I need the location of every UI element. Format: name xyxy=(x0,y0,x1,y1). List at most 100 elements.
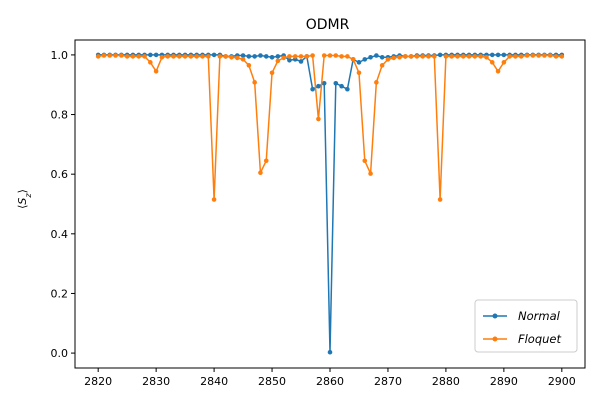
data-point-floquet xyxy=(432,54,437,59)
data-point-floquet xyxy=(449,54,455,59)
data-point-floquet xyxy=(501,60,507,65)
y-tick-label: 0.0 xyxy=(51,347,69,360)
data-point-floquet xyxy=(136,54,142,59)
chart-title: ODMR xyxy=(306,17,350,33)
data-point-normal xyxy=(437,52,443,58)
data-point-floquet xyxy=(292,54,298,59)
data-point-floquet xyxy=(159,54,165,60)
data-point-floquet xyxy=(507,54,512,59)
data-point-floquet xyxy=(466,54,472,59)
data-point-floquet xyxy=(397,54,402,60)
data-point-floquet xyxy=(298,54,304,59)
y-tick-label: 0.8 xyxy=(51,109,69,122)
data-point-floquet xyxy=(461,54,466,59)
data-point-normal xyxy=(269,54,275,60)
data-point-floquet xyxy=(95,54,101,59)
x-tick-label: 2880 xyxy=(432,375,460,388)
x-tick-label: 2820 xyxy=(84,375,112,388)
data-point-floquet xyxy=(530,53,536,58)
data-point-floquet xyxy=(188,54,194,59)
data-point-floquet xyxy=(547,53,553,58)
data-point-floquet xyxy=(304,54,310,59)
data-point-floquet xyxy=(182,54,188,59)
data-point-floquet xyxy=(489,60,495,65)
data-point-normal xyxy=(333,80,339,86)
x-tick-label: 2860 xyxy=(316,375,344,388)
data-point-floquet xyxy=(200,54,205,59)
legend-label-normal: Normal xyxy=(518,309,561,323)
data-point-floquet xyxy=(518,54,524,59)
data-point-floquet xyxy=(211,197,217,202)
data-point-normal xyxy=(345,86,350,92)
data-point-normal xyxy=(495,52,501,58)
data-point-floquet xyxy=(316,116,321,122)
data-point-normal xyxy=(287,57,292,63)
data-point-floquet xyxy=(391,55,397,61)
data-point-normal xyxy=(321,80,327,86)
data-point-normal xyxy=(339,83,344,89)
legend-marker-normal xyxy=(492,313,498,319)
data-point-normal xyxy=(356,60,362,65)
data-point-normal xyxy=(489,52,495,58)
data-point-floquet xyxy=(269,70,275,76)
axes-layer: 2820 2830 2840 2850 2860 2870 2880 2890 2900 0.0 0… xyxy=(51,49,576,388)
data-point-floquet xyxy=(472,54,478,59)
data-point-floquet xyxy=(217,54,223,59)
data-point-normal xyxy=(316,83,321,89)
data-point-floquet xyxy=(142,54,147,59)
data-point-floquet xyxy=(385,57,391,62)
data-point-floquet xyxy=(379,63,385,68)
y-tick-label: 0.4 xyxy=(51,228,69,241)
legend: Normal Floquet xyxy=(474,299,578,353)
data-point-floquet xyxy=(368,171,373,176)
data-point-floquet xyxy=(437,197,443,202)
data-point-floquet xyxy=(495,69,501,74)
data-point-floquet xyxy=(177,54,182,59)
data-point-floquet xyxy=(403,54,408,59)
data-point-floquet xyxy=(252,80,257,85)
data-point-normal xyxy=(258,53,263,58)
data-point-floquet xyxy=(101,53,107,58)
data-point-floquet xyxy=(327,53,333,58)
data-point-floquet xyxy=(420,54,426,59)
data-point-normal xyxy=(246,54,252,59)
data-point-floquet xyxy=(339,54,344,59)
data-point-normal xyxy=(153,52,159,58)
data-point-floquet xyxy=(356,70,362,76)
data-point-floquet xyxy=(443,54,449,59)
data-point-floquet xyxy=(321,53,327,58)
data-point-floquet xyxy=(275,58,281,64)
data-point-normal xyxy=(327,349,333,355)
data-point-floquet xyxy=(559,54,565,59)
data-point-floquet xyxy=(148,60,153,65)
data-point-floquet xyxy=(223,54,228,59)
x-tick-label: 2840 xyxy=(200,375,228,388)
data-point-floquet xyxy=(171,54,176,59)
legend-label-floquet: Floquet xyxy=(518,332,562,346)
data-point-floquet xyxy=(124,54,130,59)
data-point-floquet xyxy=(310,53,315,58)
y-tick-label: 0.6 xyxy=(51,168,69,181)
data-point-floquet xyxy=(350,57,356,62)
data-point-floquet xyxy=(258,170,263,175)
x-tick-label: 2850 xyxy=(258,375,286,388)
y-axis-label: ⟨Sz⟩ xyxy=(16,189,33,209)
data-point-floquet xyxy=(130,54,136,59)
data-point-floquet xyxy=(165,54,171,59)
data-point-normal xyxy=(275,54,281,59)
data-point-normal xyxy=(368,54,373,60)
data-point-normal xyxy=(362,57,368,62)
x-tick-label: 2830 xyxy=(142,375,170,388)
plot-layer xyxy=(95,52,565,355)
data-point-normal xyxy=(263,54,269,59)
data-point-floquet xyxy=(246,63,252,68)
data-point-floquet xyxy=(113,53,118,58)
data-point-floquet xyxy=(229,54,234,60)
data-point-floquet xyxy=(263,158,269,164)
y-tick-label: 1.0 xyxy=(51,49,69,62)
data-point-normal xyxy=(374,53,379,58)
data-point-floquet xyxy=(524,53,530,58)
data-point-floquet xyxy=(513,54,518,59)
data-point-floquet xyxy=(194,54,199,59)
